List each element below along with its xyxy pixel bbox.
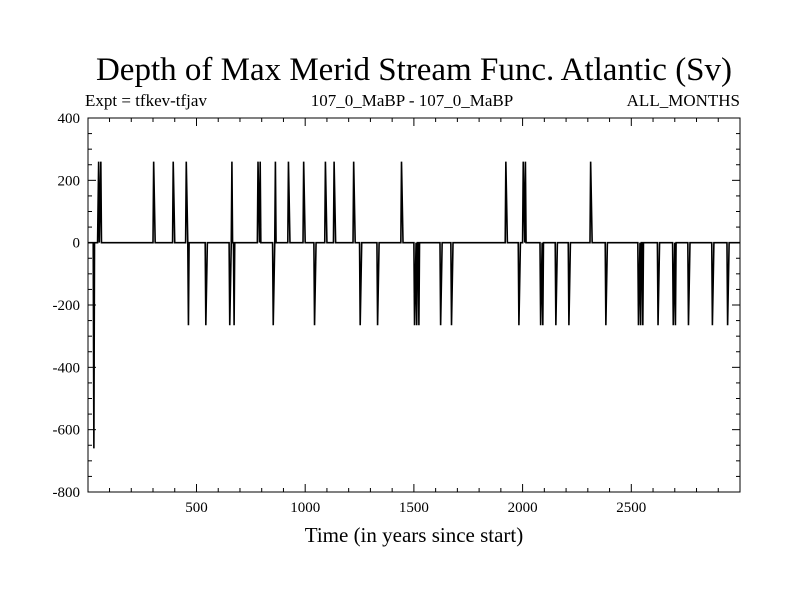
experiment-label: Expt = tfkev-tfjav [85,91,207,110]
series-line [88,161,740,449]
y-tick-label: 0 [73,236,81,252]
axis-ticks [88,117,740,493]
y-tick-label: -800 [53,485,81,501]
x-tick-label: 2000 [508,500,538,516]
y-tick-label: 200 [58,173,81,189]
period-label: 107_0_MaBP - 107_0_MaBP [311,91,513,110]
x-tick-label: 2500 [616,500,646,516]
x-tick-label: 1500 [399,500,429,516]
months-label: ALL_MONTHS [627,91,740,110]
chart-title: Depth of Max Merid Stream Func. Atlantic… [96,52,732,88]
y-tick-label: -600 [53,423,81,439]
data-series [88,161,740,449]
plot-frame [87,117,741,493]
y-tick-label: 400 [58,111,81,127]
x-tick-label: 1000 [290,500,320,516]
x-axis-label: Time (in years since start) [305,523,524,547]
x-tick-label: 500 [185,500,208,516]
y-tick-label: -200 [53,298,81,314]
y-tick-label: -400 [53,360,81,376]
